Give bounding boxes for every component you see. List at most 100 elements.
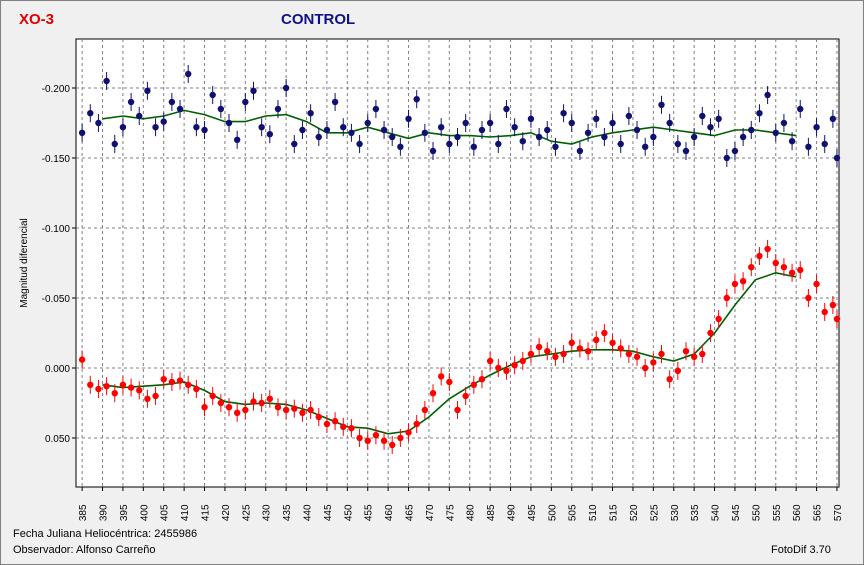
control-point [715, 115, 722, 123]
control-point [160, 118, 167, 125]
target-point [552, 353, 559, 360]
control-point [307, 110, 314, 117]
target-point [699, 350, 706, 358]
target-point [535, 343, 543, 351]
x-tick-label: 0.450 [343, 504, 354, 521]
target-point [601, 329, 608, 337]
target-point [242, 406, 249, 414]
control-point [111, 140, 118, 148]
target-point [233, 409, 241, 416]
y-tick-label: -0.050 [42, 294, 71, 305]
control-point [593, 115, 600, 123]
target-point [756, 252, 763, 260]
x-tick-label: 0.500 [547, 504, 558, 521]
control-point [266, 131, 274, 138]
x-tick-label: 0.515 [609, 504, 620, 521]
target-point [405, 429, 412, 436]
target-point [674, 367, 682, 374]
control-point [193, 124, 200, 131]
target-point [829, 301, 837, 309]
control-point [503, 105, 510, 113]
target-point [682, 348, 690, 355]
y-tick-label: -0.100 [42, 224, 71, 235]
control-point [666, 119, 673, 127]
control-point [821, 140, 828, 148]
x-tick-label: 0.435 [282, 504, 293, 521]
control-point [421, 129, 429, 136]
target-point [833, 315, 841, 323]
target-point [527, 350, 535, 358]
target-point [364, 437, 371, 444]
target-point [429, 390, 437, 397]
control-point [544, 126, 551, 134]
target-point [593, 336, 600, 344]
target-point [707, 329, 714, 337]
control-point [136, 112, 143, 120]
x-tick-label: 0.415 [201, 504, 212, 521]
control-point [454, 133, 461, 141]
target-point [250, 398, 257, 405]
target-point [690, 353, 698, 360]
target-point [446, 378, 453, 386]
y-axis-label: Magnitud diferencial [19, 218, 30, 308]
target-point [454, 406, 461, 414]
target-point [323, 420, 331, 428]
target-point [462, 392, 469, 400]
target-point [748, 264, 755, 271]
x-tick-label: 0.495 [527, 504, 538, 521]
control-point [658, 101, 665, 109]
control-point [144, 87, 151, 95]
target-point [103, 383, 110, 390]
control-point [833, 154, 841, 162]
control-point [511, 124, 518, 131]
target-point [258, 399, 265, 407]
control-point [299, 126, 306, 134]
control-point [152, 124, 159, 131]
target-point [486, 357, 494, 365]
control-point [389, 133, 396, 141]
x-tick-label: 0.510 [588, 504, 599, 521]
control-point [650, 133, 657, 141]
target-point [421, 406, 429, 414]
target-point [813, 280, 820, 288]
control-point [780, 119, 788, 127]
target-point [764, 245, 771, 253]
target-point [470, 381, 478, 388]
target-point [315, 413, 322, 421]
x-tick-label: 0.430 [262, 504, 273, 521]
control-point [601, 133, 608, 141]
target-point [511, 362, 518, 369]
control-point [748, 126, 755, 134]
target-point [788, 269, 796, 276]
target-point [723, 294, 730, 302]
target-point [225, 404, 233, 411]
control-point [584, 129, 592, 136]
target-point [821, 308, 828, 316]
x-tick-label: 0.400 [139, 504, 150, 521]
x-tick-label: 0.565 [813, 504, 824, 521]
y-tick-label: 0.000 [45, 364, 70, 375]
control-point [527, 115, 535, 123]
x-tick-label: 0.455 [364, 504, 375, 521]
target-point [772, 259, 779, 267]
control-point [405, 115, 412, 123]
control-point [462, 119, 469, 127]
target-point [797, 266, 804, 274]
target-point [176, 377, 184, 384]
hjd-footer: Fecha Juliana Heliocéntrica: 2455986 [13, 528, 198, 540]
target-point [560, 350, 567, 358]
target-point [274, 404, 282, 411]
control-point [233, 136, 241, 143]
x-tick-label: 0.550 [751, 504, 762, 521]
control-point [633, 126, 641, 134]
control-point [413, 96, 420, 103]
control-point [739, 133, 747, 141]
control-point [576, 147, 584, 155]
control-point [87, 110, 94, 117]
control-point [372, 105, 380, 113]
observer-footer: Observador: Alfonso Carreño [13, 544, 156, 556]
target-point [152, 392, 159, 400]
control-point [315, 133, 322, 141]
control-point [797, 105, 804, 113]
